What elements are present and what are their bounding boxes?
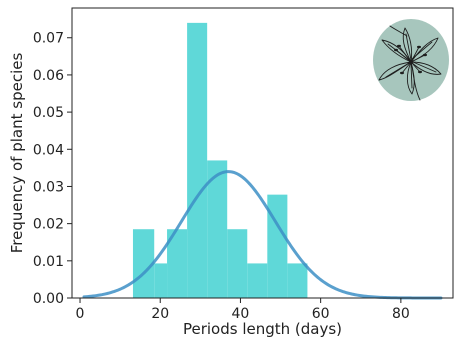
histogram-bar [132,229,155,298]
histogram-bar [167,229,188,298]
x-tick-label: 80 [392,306,410,322]
x-axis-label: Periods length (days) [183,320,342,338]
histogram-bar [154,263,168,298]
y-tick-label: 0.05 [33,105,64,121]
histogram-bar [227,229,248,298]
plot-frame [71,7,454,299]
lily-flower-icon [373,19,449,101]
y-tick-label: 0.03 [33,179,64,195]
x-tick-label: 20 [151,306,169,322]
histogram-bars [132,22,308,298]
axes [67,7,454,303]
x-tick-label: 60 [312,306,330,322]
histogram-bar [187,22,208,298]
histogram-bar [247,263,268,298]
y-tick-label: 0.01 [33,254,64,270]
y-tick-label: 0.00 [33,291,64,307]
tick-labels: 0 20 40 60 80 0.00 0.01 0.02 0.03 0.04 0.05 0.06 0.0… [33,31,410,322]
histogram-bar [207,160,228,298]
y-tick-label: 0.02 [33,217,64,233]
x-tick-label: 0 [76,306,85,322]
histogram-bar [287,263,308,298]
y-axis-label: Frequency of plant species [8,53,26,254]
y-tick-label: 0.06 [33,68,64,84]
x-tick-label: 40 [232,306,250,322]
histogram-bar [267,194,288,298]
y-tick-label: 0.04 [33,142,64,158]
density-curve [82,170,443,300]
y-tick-label: 0.07 [33,31,64,47]
